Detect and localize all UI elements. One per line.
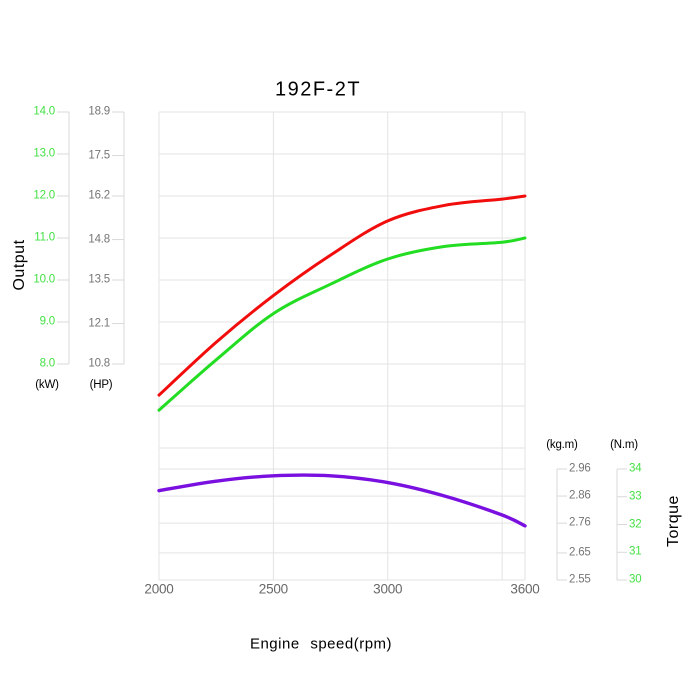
- x-tick-label: 2500: [258, 581, 288, 597]
- kw-tick-label: 9.0: [39, 315, 56, 328]
- nm-unit-caption: (N.m): [610, 439, 638, 451]
- kgm-tick-label: 2.55: [569, 573, 591, 586]
- kw-tick-label: 8.0: [39, 357, 56, 370]
- nm-tick-label: 32: [629, 518, 642, 530]
- curve-kgm: [157, 473, 527, 528]
- hp-tick-label: 14.8: [88, 233, 110, 246]
- kgm-tick-label: 2.96: [569, 462, 591, 475]
- x-axis-title: Engine speed(rpm): [249, 635, 393, 653]
- nm-tick-label: 34: [629, 462, 642, 475]
- kw-tick-label: 13.0: [33, 147, 55, 160]
- kgm-tick-label: 2.65: [569, 546, 591, 559]
- torque-axis-title: Torque: [665, 495, 682, 547]
- hp-tick-label: 13.5: [88, 273, 110, 286]
- hp-tick-label: 16.2: [88, 189, 110, 202]
- output-axis-title: Output: [11, 239, 28, 291]
- kw-tick-label: 14.0: [33, 105, 55, 118]
- hp-tick-label: 10.8: [88, 357, 110, 370]
- kw-unit-caption: (kW): [35, 379, 59, 391]
- curve-hp: [157, 194, 527, 397]
- x-tick-label: 3600: [510, 581, 540, 597]
- nm-tick-label: 31: [629, 545, 642, 558]
- x-tick-label: 3000: [373, 581, 403, 597]
- hp-unit-caption: (HP): [89, 379, 113, 391]
- kgm-tick-label: 2.76: [569, 516, 591, 529]
- nm-tick-label: 33: [629, 490, 642, 503]
- kw-tick-label: 12.0: [33, 189, 55, 202]
- hp-tick-label: 17.5: [88, 149, 110, 162]
- chart-title: 192F-2T: [274, 78, 362, 101]
- kgm-unit-caption: (kg.m): [546, 439, 578, 451]
- kw-tick-label: 10.0: [33, 273, 55, 286]
- nm-tick-label: 30: [629, 573, 642, 586]
- hp-tick-label: 18.9: [88, 105, 110, 118]
- kw-tick-label: 11.0: [34, 231, 55, 244]
- hp-tick-label: 12.1: [88, 317, 110, 330]
- curve-kw: [157, 236, 527, 412]
- kgm-tick-label: 2.86: [569, 489, 591, 502]
- x-tick-label: 2000: [144, 581, 174, 597]
